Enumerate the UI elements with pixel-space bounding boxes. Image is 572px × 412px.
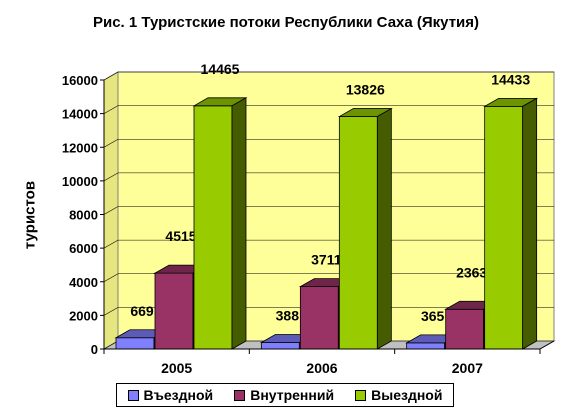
bar-Внутренний-2006 <box>299 286 339 350</box>
bar-side <box>522 97 538 350</box>
legend-swatch <box>127 389 139 401</box>
bar-Внутренний-2007 <box>445 308 485 350</box>
data-label: 365 <box>421 308 445 324</box>
legend-item: Внутренний <box>234 387 334 403</box>
bar-Въездной-2006 <box>260 342 300 350</box>
x-tick-label: 2005 <box>161 360 192 376</box>
gridline <box>103 172 554 182</box>
y-tick-label: 16000 <box>62 73 98 88</box>
gridline <box>103 71 554 81</box>
data-label: 14465 <box>201 61 240 77</box>
gridline <box>103 105 554 114</box>
data-label: 13826 <box>346 82 385 98</box>
legend-swatch <box>355 389 367 401</box>
gridline <box>103 138 554 148</box>
legend-item: Выездной <box>355 387 442 403</box>
y-tick-label: 12000 <box>62 140 98 155</box>
gridline <box>103 206 554 215</box>
data-label: 14433 <box>491 71 530 87</box>
y-tick-label: 6000 <box>69 241 98 256</box>
gridline <box>103 239 554 249</box>
bar-Выездной-2006 <box>338 116 378 350</box>
legend: Въездной Внутренний Выездной <box>116 383 454 407</box>
x-tick-label: 2007 <box>452 360 483 376</box>
bar-side <box>231 97 247 350</box>
legend-label: Внутренний <box>250 387 335 403</box>
data-label: 4515 <box>165 228 196 244</box>
bar-Выездной-2005 <box>193 105 233 350</box>
bar-Въездной-2007 <box>406 342 446 350</box>
legend-label: Выездной <box>371 387 443 403</box>
gridline <box>103 307 554 316</box>
x-axis-depth <box>539 340 555 350</box>
bar-Въездной-2005 <box>115 337 155 350</box>
legend-label: Въездной <box>143 387 214 403</box>
bar-Внутренний-2005 <box>154 272 194 350</box>
gridline <box>103 273 554 283</box>
y-tick-label: 10000 <box>62 174 98 189</box>
data-label: 2363 <box>456 264 487 280</box>
legend-swatch <box>234 389 246 401</box>
y-tick-label: 0 <box>91 342 98 357</box>
y-tick-label: 8000 <box>69 208 98 223</box>
legend-item: Въездной <box>127 387 214 403</box>
bar-side <box>376 107 392 350</box>
y-tick-label: 2000 <box>69 308 98 323</box>
y-tick-label: 14000 <box>62 107 98 122</box>
bar-Выездной-2007 <box>484 105 524 350</box>
y-tick-label: 4000 <box>69 275 98 290</box>
data-label: 388 <box>276 307 300 323</box>
data-label: 669 <box>130 303 154 319</box>
x-tick-label: 2006 <box>306 360 337 376</box>
data-label: 3711 <box>311 252 342 268</box>
chart-title: Рис. 1 Туристские потоки Республики Саха… <box>92 14 480 31</box>
